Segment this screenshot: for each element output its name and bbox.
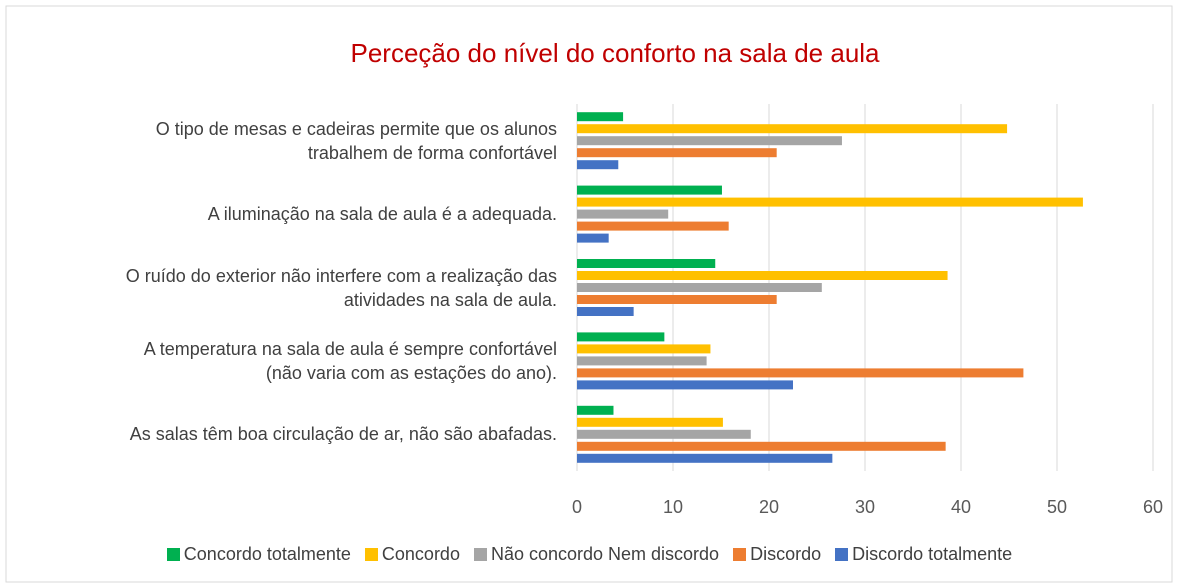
bar bbox=[577, 453, 833, 463]
legend-label: Concordo bbox=[381, 544, 460, 564]
x-tick-label: 40 bbox=[951, 497, 971, 517]
x-tick-label: 50 bbox=[1047, 497, 1067, 517]
bar bbox=[577, 417, 723, 427]
bar bbox=[577, 332, 665, 342]
legend-item: Discordo totalmente bbox=[835, 544, 1012, 565]
bar bbox=[577, 368, 1024, 378]
category-label: O ruído do exterior não interfere com a … bbox=[125, 265, 557, 310]
bar bbox=[577, 283, 822, 292]
bar bbox=[577, 148, 777, 158]
bar bbox=[577, 209, 669, 219]
category-label: As salas têm boa circulação de ar, não s… bbox=[129, 424, 557, 445]
bar bbox=[577, 259, 716, 268]
bar bbox=[577, 124, 1008, 134]
x-tick-label: 0 bbox=[572, 497, 582, 517]
legend-item: Não concordo Nem discordo bbox=[473, 544, 720, 565]
legend-swatch bbox=[364, 548, 378, 561]
x-tick-label: 20 bbox=[759, 497, 779, 517]
bar bbox=[577, 136, 842, 146]
x-tick-label: 60 bbox=[1143, 497, 1163, 517]
legend-label: Discordo bbox=[750, 544, 822, 564]
bar bbox=[577, 344, 711, 354]
bar bbox=[577, 197, 1083, 207]
bar bbox=[577, 185, 722, 195]
legend-item: Concordo bbox=[364, 544, 460, 565]
legend-label: Não concordo Nem discordo bbox=[490, 544, 720, 564]
bar bbox=[577, 233, 609, 243]
bar bbox=[577, 405, 614, 415]
bar bbox=[577, 429, 751, 439]
legend-label: Concordo totalmente bbox=[183, 544, 351, 564]
chart-title: Perceção do nível do conforto na sala de… bbox=[350, 38, 880, 68]
legend: Concordo totalmente Concordo Não concordo … bbox=[0, 544, 1179, 565]
legend-swatch bbox=[835, 548, 849, 561]
bar bbox=[577, 307, 634, 316]
bar bbox=[577, 441, 946, 451]
category-label: A temperatura na sala de aula é sempre c… bbox=[143, 338, 557, 383]
x-tick-label: 30 bbox=[855, 497, 875, 517]
chart-border bbox=[5, 5, 1173, 583]
legend-item: Concordo totalmente bbox=[166, 544, 351, 565]
x-tick-label: 10 bbox=[663, 497, 683, 517]
legend-swatch bbox=[166, 548, 180, 561]
bar bbox=[577, 271, 948, 280]
bar bbox=[577, 221, 729, 231]
legend-swatch bbox=[733, 548, 747, 561]
bar bbox=[577, 112, 624, 122]
category-label: O tipo de mesas e cadeiras permite que o… bbox=[155, 118, 557, 163]
legend-item: Discordo bbox=[733, 544, 821, 565]
bar bbox=[577, 160, 619, 170]
category-label: A iluminação na sala de aula é a adequad… bbox=[207, 204, 557, 225]
bar bbox=[577, 295, 777, 304]
bar bbox=[577, 356, 707, 366]
legend-label: Discordo totalmente bbox=[852, 544, 1013, 564]
legend-swatch bbox=[473, 548, 487, 561]
bar bbox=[577, 380, 793, 390]
